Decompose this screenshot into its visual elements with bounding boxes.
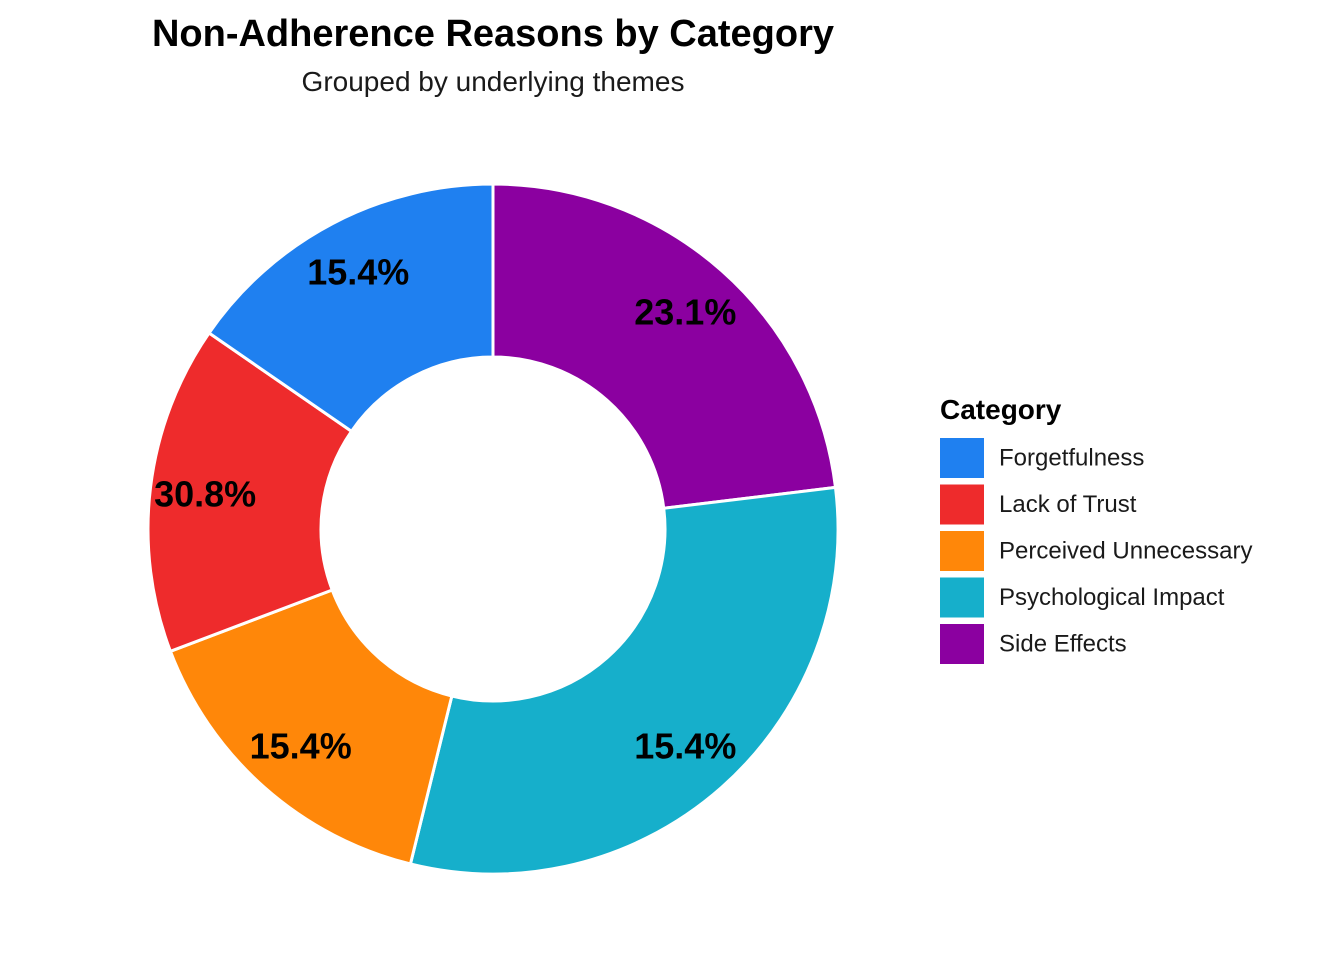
legend-swatch-psychological-impact	[940, 577, 984, 618]
slice-label-psychological-impact: 15.4%	[634, 726, 736, 767]
donut-slices	[146, 182, 840, 876]
legend-label-perceived-unnecessary: Perceived Unnecessary	[999, 538, 1252, 565]
legend-swatch-side-effects	[940, 624, 984, 664]
slice-psychological-impact	[408, 485, 840, 876]
legend-label-lack-of-trust: Lack of Trust	[999, 491, 1137, 518]
legend-swatch-forgetfulness	[940, 438, 984, 478]
legend-label-forgetfulness: Forgetfulness	[999, 445, 1144, 472]
slice-lack-of-trust	[146, 330, 354, 654]
chart-subtitle: Grouped by underlying themes	[302, 66, 685, 97]
legend-swatch-perceived-unnecessary	[940, 531, 984, 571]
slice-perceived-unnecessary	[168, 588, 454, 866]
slice-label-side-effects: 23.1%	[634, 291, 736, 332]
chart-title: Non-Adherence Reasons by Category	[152, 13, 834, 55]
legend: Category Forgetfulness Lack of Trust Perce…	[940, 394, 1252, 664]
legend-title: Category	[940, 394, 1062, 425]
slice-forgetfulness	[206, 182, 495, 434]
slice-side-effects	[491, 182, 838, 510]
slice-label-perceived-unnecessary: 15.4%	[250, 726, 352, 767]
slice-label-forgetfulness: 15.4%	[307, 252, 409, 293]
slice-label-lack-of-trust: 30.8%	[154, 474, 256, 515]
legend-label-psychological-impact: Psychological Impact	[999, 584, 1225, 611]
legend-swatch-lack-of-trust	[940, 484, 984, 525]
legend-label-side-effects: Side Effects	[999, 631, 1127, 658]
slice-labels: 23.1% 15.4% 15.4% 30.8% 15.4%	[154, 252, 736, 767]
